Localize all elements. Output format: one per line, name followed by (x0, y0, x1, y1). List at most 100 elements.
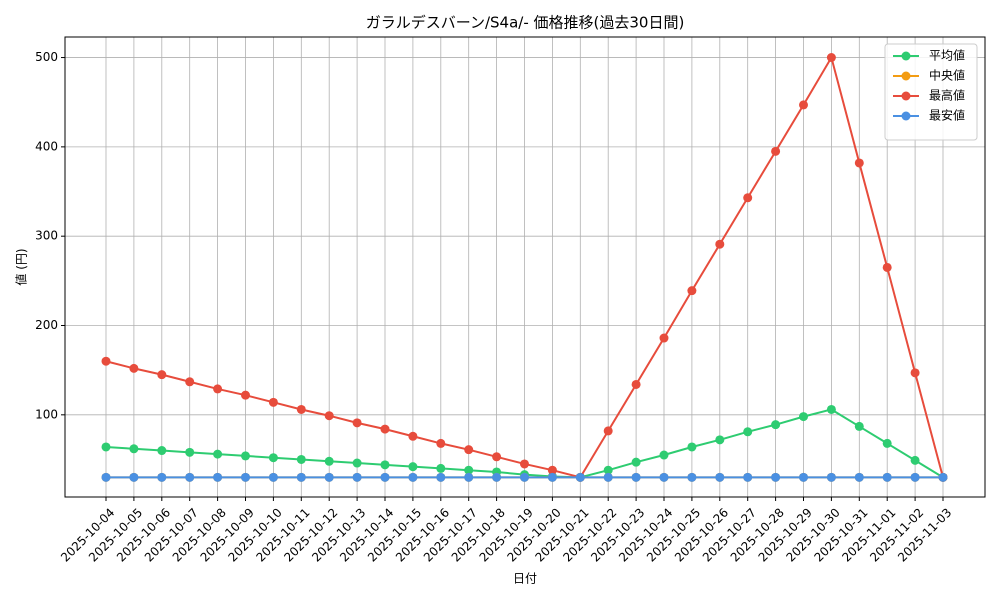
point (268, 472, 278, 482)
point (771, 420, 781, 430)
point (464, 465, 474, 475)
point (380, 472, 390, 482)
point (296, 472, 306, 482)
point (380, 424, 390, 434)
point (882, 262, 892, 272)
point (380, 460, 390, 470)
point (715, 435, 725, 445)
legend-marker (901, 51, 911, 61)
point (464, 445, 474, 455)
point (296, 404, 306, 414)
point (213, 449, 223, 459)
legend-label: 最高値 (929, 88, 965, 103)
point (771, 472, 781, 482)
point (659, 450, 669, 460)
point (687, 472, 697, 482)
point (185, 377, 195, 387)
point (603, 465, 613, 475)
point (324, 456, 334, 466)
point (910, 368, 920, 378)
point (826, 472, 836, 482)
point (157, 446, 167, 456)
point (799, 472, 808, 482)
point (241, 390, 250, 400)
point (185, 447, 195, 457)
point (268, 397, 278, 407)
point (213, 472, 223, 482)
y-tick-label: 400 (35, 139, 58, 153)
series (101, 472, 948, 482)
point (854, 158, 864, 168)
point (352, 458, 362, 468)
point (631, 379, 641, 389)
point (408, 462, 418, 472)
point (547, 465, 557, 475)
point (241, 451, 250, 461)
point (743, 472, 753, 482)
legend-label: 平均値 (929, 48, 965, 63)
point (882, 438, 892, 448)
point (520, 459, 529, 469)
point (436, 438, 446, 448)
point (101, 442, 111, 452)
point (826, 53, 836, 63)
point (826, 404, 836, 414)
legend-marker (901, 111, 911, 121)
point (408, 431, 418, 441)
point (185, 472, 195, 482)
point (241, 472, 250, 482)
point (910, 472, 920, 482)
point (687, 442, 697, 452)
point (324, 411, 334, 421)
point (157, 472, 167, 482)
point (352, 472, 362, 482)
legend-label: 最安値 (929, 108, 965, 123)
point (352, 418, 362, 428)
point (408, 472, 418, 482)
point (547, 472, 557, 482)
point (101, 472, 111, 482)
point (799, 412, 808, 422)
x-axis-label: 日付 (513, 572, 537, 586)
point (268, 453, 278, 463)
point (715, 239, 725, 249)
point (436, 472, 446, 482)
point (603, 472, 613, 482)
plot-frame (64, 36, 986, 498)
point (492, 472, 502, 482)
point (854, 421, 864, 431)
y-tick-label: 100 (35, 407, 58, 421)
y-axis-label: 値 (円) (14, 248, 29, 285)
point (296, 454, 306, 464)
point (882, 472, 892, 482)
point (659, 472, 669, 482)
point (743, 427, 753, 437)
point (687, 286, 697, 296)
y-tick-label: 200 (35, 318, 58, 332)
point (938, 472, 948, 482)
point (575, 472, 585, 482)
legend-marker (901, 71, 911, 81)
point (910, 455, 920, 465)
point (129, 363, 139, 373)
point (464, 472, 474, 482)
point (129, 472, 139, 482)
point (743, 193, 753, 203)
point (492, 452, 502, 462)
legend-label: 中央値 (929, 68, 965, 83)
point (854, 472, 864, 482)
point (799, 100, 808, 110)
chart-title: ガラルデスバーン/S4a/- 価格推移(過去30日間) (366, 14, 685, 32)
point (631, 457, 641, 467)
point (771, 146, 781, 156)
point (324, 472, 334, 482)
point (129, 444, 139, 454)
point (101, 356, 111, 366)
y-tick-label: 500 (35, 50, 58, 64)
legend-marker (901, 91, 911, 101)
point (631, 472, 641, 482)
point (715, 472, 725, 482)
point (659, 333, 669, 343)
